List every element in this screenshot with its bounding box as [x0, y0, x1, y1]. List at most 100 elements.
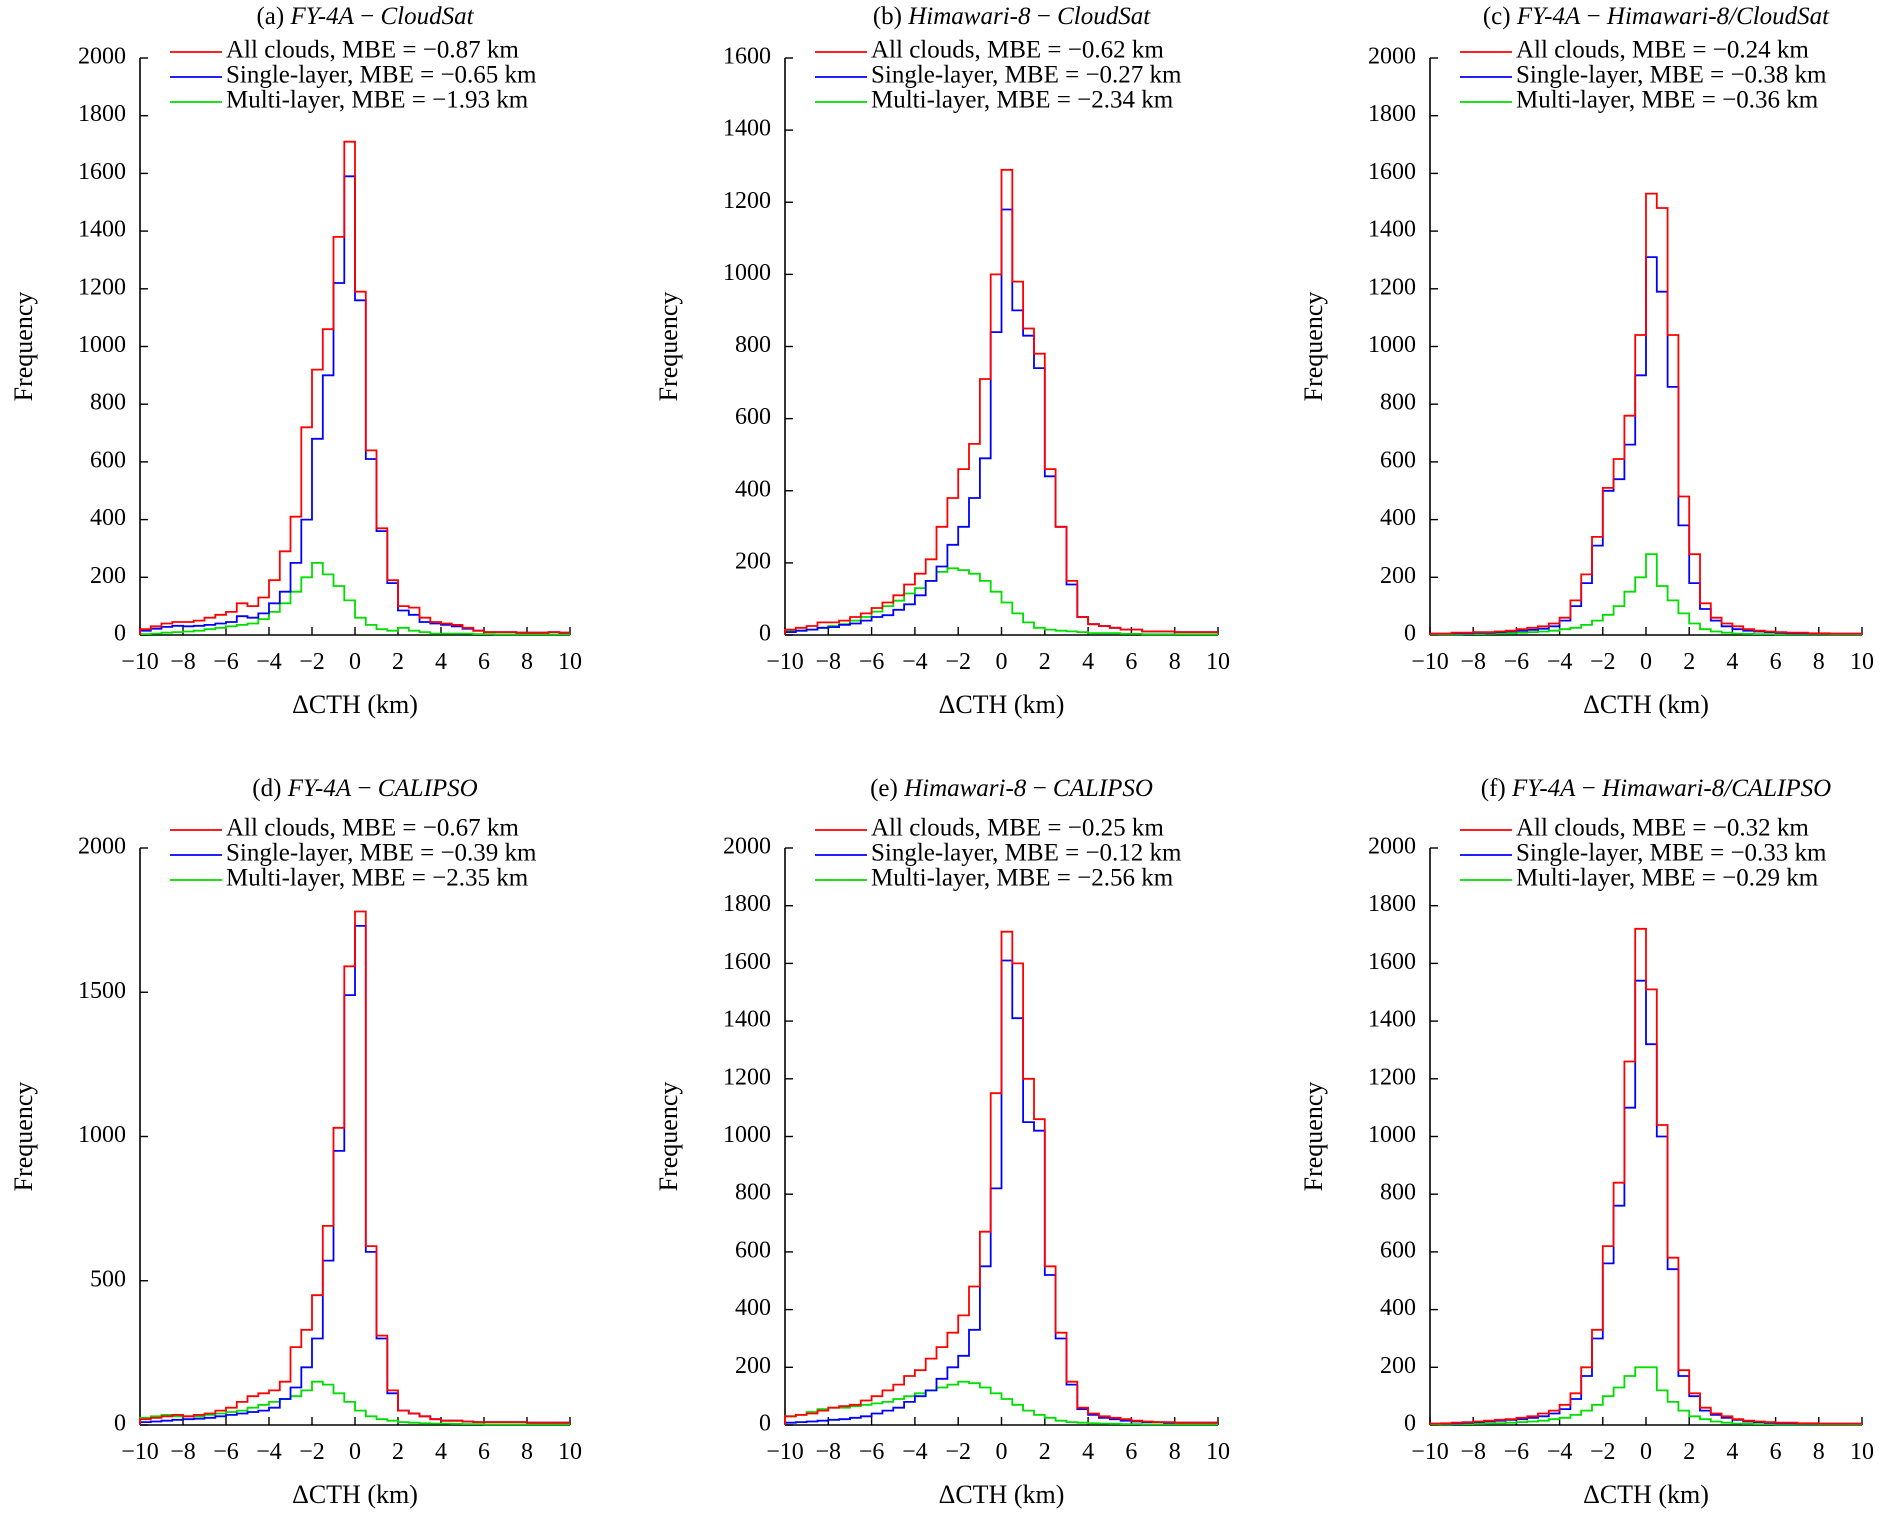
y-tick-label: 2000	[723, 834, 771, 860]
y-tick-label: 800	[1380, 390, 1416, 416]
chart-panel-3: (c) FY-4A − Himawari-8/CloudSat020040060…	[1299, 3, 1874, 719]
x-tick-label: −10	[766, 1439, 804, 1465]
y-tick-label: 2000	[78, 44, 126, 70]
panel-title-part-0: (a)	[256, 3, 290, 30]
legend-label-single: Single-layer, MBE = −0.27 km	[871, 62, 1182, 89]
x-tick-label: 8	[1813, 649, 1825, 675]
y-tick-label: 1000	[1368, 1122, 1416, 1148]
y-tick-label: 0	[759, 621, 771, 647]
y-tick-label: 1800	[78, 101, 126, 127]
y-tick-label: 200	[735, 548, 771, 574]
x-tick-label: 8	[1169, 649, 1181, 675]
panel-title-part-2: −	[1026, 775, 1053, 802]
x-tick-label: 6	[1125, 649, 1137, 675]
y-tick-label: 500	[90, 1266, 126, 1292]
y-tick-label: 0	[1404, 621, 1416, 647]
x-tick-label: 2	[392, 649, 404, 675]
x-tick-label: −6	[1504, 649, 1530, 675]
x-tick-label: −10	[121, 1439, 159, 1465]
x-tick-label: −4	[1547, 1439, 1573, 1465]
y-tick-label: 0	[114, 621, 126, 647]
y-tick-label: 400	[735, 476, 771, 502]
series-line-multi	[1429, 1366, 1862, 1426]
y-tick-label: 1200	[1368, 274, 1416, 300]
y-tick-label: 1600	[723, 44, 771, 70]
x-axis-label: ΔCTH (km)	[292, 1480, 418, 1509]
y-tick-label: 2000	[1368, 834, 1416, 860]
panel-title-part-0: (f)	[1481, 775, 1512, 802]
y-tick-label: 400	[1380, 1295, 1416, 1321]
series-line-all	[1429, 927, 1862, 1425]
x-tick-label: −10	[1411, 649, 1449, 675]
y-tick-label: 600	[90, 447, 126, 473]
x-tick-label: 2	[1039, 1439, 1051, 1465]
y-tick-label: 200	[90, 563, 126, 589]
y-tick-label: 200	[1380, 563, 1416, 589]
panel-title-part-2: −	[351, 775, 378, 802]
x-tick-label: 10	[1850, 649, 1874, 675]
y-tick-label: 800	[735, 332, 771, 358]
y-tick-label: 1800	[723, 891, 771, 917]
y-tick-label: 600	[735, 1237, 771, 1263]
x-tick-label: 2	[1683, 1439, 1695, 1465]
x-tick-label: 10	[1206, 1439, 1230, 1465]
x-tick-label: −2	[1590, 649, 1616, 675]
legend-label-single: Single-layer, MBE = −0.33 km	[1516, 840, 1827, 867]
x-tick-label: −6	[859, 1439, 885, 1465]
series-line-all	[784, 168, 1218, 635]
x-tick-label: −8	[816, 649, 842, 675]
y-tick-label: 1800	[1368, 891, 1416, 917]
panel-title-part-1: FY-4A	[287, 775, 352, 802]
y-axis-label: Frequency	[654, 1082, 683, 1192]
y-tick-label: 400	[90, 505, 126, 531]
chart-panel-5: (e) Himawari-8 − CALIPSO0200400600800100…	[654, 775, 1230, 1509]
panel-title-part-0: (e)	[870, 775, 904, 802]
x-axis-label: ΔCTH (km)	[292, 690, 418, 719]
panel-title-part-2: −	[1575, 775, 1602, 802]
x-tick-label: 2	[1683, 649, 1695, 675]
chart-panel-6: (f) FY-4A − Himawari-8/CALIPSO 0 200 400 600…	[1299, 775, 1874, 1509]
x-tick-label: 2	[1039, 649, 1051, 675]
x-tick-label: 6	[1770, 649, 1782, 675]
x-tick-label: 0	[349, 1439, 361, 1465]
x-tick-label: −6	[213, 649, 239, 675]
series-line-single	[1429, 979, 1862, 1425]
y-tick-label: 1500	[78, 978, 126, 1004]
legend-label-multi: Multi-layer, MBE = −2.34 km	[871, 87, 1174, 114]
x-tick-label: 6	[478, 649, 490, 675]
chart-panel-2: (b) Himawari-8 − CloudSat 0 200 400 600 800 10…	[654, 3, 1230, 719]
y-tick-label: 0	[114, 1411, 126, 1437]
x-tick-label: 6	[1770, 1439, 1782, 1465]
x-tick-label: 8	[521, 649, 533, 675]
legend-label-multi: Multi-layer, MBE = −0.36 km	[1516, 87, 1819, 114]
x-tick-label: −8	[170, 1439, 196, 1465]
panel-title: (e) Himawari-8 − CALIPSO	[870, 775, 1153, 802]
panel-title: (d) FY-4A − CALIPSO	[252, 775, 477, 802]
legend-label-all: All clouds, MBE = −0.32 km	[1516, 815, 1809, 842]
x-tick-label: −10	[121, 649, 159, 675]
panel-title-part-3: Himawari-8/CloudSat	[1606, 3, 1830, 30]
panel-title-part-1: Himawari-8	[903, 775, 1027, 802]
y-tick-label: 1600	[723, 949, 771, 975]
y-tick-label: 0	[759, 1411, 771, 1437]
series-line-single	[139, 925, 570, 1425]
y-tick-label: 600	[1380, 1237, 1416, 1263]
x-tick-label: 0	[996, 1439, 1008, 1465]
y-tick-label: 600	[1380, 447, 1416, 473]
x-tick-label: −2	[299, 1439, 325, 1465]
x-tick-label: 4	[1726, 1439, 1738, 1465]
y-tick-label: 400	[735, 1295, 771, 1321]
y-tick-label: 1200	[723, 188, 771, 214]
panel-title: (c) FY-4A − Himawari-8/CloudSat	[1483, 3, 1830, 30]
legend-label-all: All clouds, MBE = −0.87 km	[226, 37, 519, 64]
legend-label-multi: Multi-layer, MBE = −2.56 km	[871, 865, 1174, 892]
legend-label-multi: Multi-layer, MBE = −0.29 km	[1516, 865, 1819, 892]
x-axis-label: ΔCTH (km)	[939, 690, 1065, 719]
y-axis-label: Frequency	[9, 1082, 38, 1192]
x-tick-label: −10	[766, 649, 804, 675]
y-tick-label: 200	[735, 1353, 771, 1379]
y-tick-label: 1000	[78, 1122, 126, 1148]
legend-label-single: Single-layer, MBE = −0.38 km	[1516, 62, 1827, 89]
